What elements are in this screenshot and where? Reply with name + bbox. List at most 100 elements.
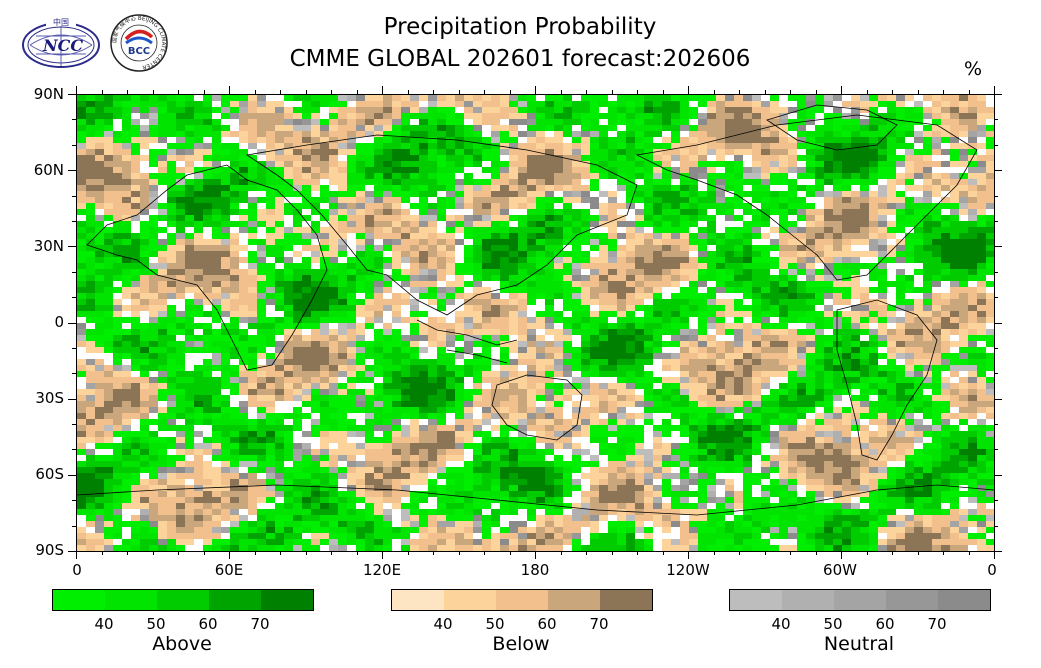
probability-cell [221,95,231,102]
probability-cell [410,125,420,132]
probability-cell [509,179,519,186]
probability-cell [815,323,825,330]
probability-cell [581,323,591,330]
probability-cell [869,245,879,252]
probability-cell [410,269,420,276]
probability-cell [815,221,825,228]
probability-cell [518,317,528,324]
probability-cell [428,329,438,336]
probability-cell [716,299,726,306]
probability-cell [914,101,924,108]
probability-cell [131,113,141,120]
probability-cell [473,107,483,114]
probability-cell [842,161,852,168]
probability-cell [896,311,906,318]
probability-cell [482,221,492,228]
probability-cell [248,113,258,120]
probability-cell [527,119,537,126]
probability-cell [419,149,429,156]
probability-cell [284,311,294,318]
probability-cell [356,335,366,342]
probability-cell [545,323,555,330]
probability-cell [860,257,870,264]
probability-cell [761,377,771,384]
probability-cell [671,245,681,252]
probability-cell [833,113,843,120]
probability-cell [419,203,429,210]
probability-cell [968,149,978,156]
probability-cell [536,125,546,132]
probability-cell [149,353,159,360]
probability-cell [770,209,780,216]
probability-cell [113,383,123,390]
probability-cell [284,221,294,228]
probability-cell [554,161,564,168]
probability-cell [986,95,994,102]
probability-cell [644,119,654,126]
probability-cell [500,125,510,132]
probability-cell [221,227,231,234]
probability-cell [590,347,600,354]
probability-cell [788,317,798,324]
probability-cell [527,323,537,330]
probability-cell [365,383,375,390]
probability-cell [347,113,357,120]
probability-cell [986,191,994,198]
probability-cell [329,239,339,246]
probability-cell [86,341,96,348]
probability-cell [689,167,699,174]
probability-cell [536,257,546,264]
probability-cell [752,209,762,216]
probability-cell [563,209,573,216]
probability-cell [860,335,870,342]
probability-cell [959,341,969,348]
probability-cell [563,167,573,174]
probability-cell [455,275,465,282]
probability-cell [671,161,681,168]
probability-cell [482,269,492,276]
probability-cell [500,107,510,114]
probability-cell [437,185,447,192]
probability-cell [716,101,726,108]
probability-cell [356,185,366,192]
probability-cell [257,377,267,384]
probability-cell [581,233,591,240]
probability-cell [77,245,87,252]
probability-cell [536,239,546,246]
probability-cell [383,101,393,108]
probability-cell [734,269,744,276]
probability-cell [140,299,150,306]
probability-cell [608,245,618,252]
probability-cell [131,353,141,360]
probability-cell [482,173,492,180]
probability-cell [869,287,879,294]
probability-cell [257,239,267,246]
probability-cell [446,257,456,264]
probability-cell [977,101,987,108]
probability-cell [194,281,204,288]
probability-cell [635,347,645,354]
probability-cell [752,245,762,252]
probability-cell [428,317,438,324]
probability-cell [536,341,546,348]
probability-cell [257,383,267,390]
probability-cell [176,197,186,204]
probability-cell [266,137,276,144]
probability-cell [185,131,195,138]
probability-cell [923,191,933,198]
probability-cell [104,305,114,312]
probability-cell [329,347,339,354]
probability-cell [581,221,591,228]
probability-cell [563,143,573,150]
probability-cell [239,197,249,204]
probability-cell [149,119,159,126]
probability-cell [347,275,357,282]
probability-cell [896,233,906,240]
probability-cell [464,113,474,120]
probability-cell [905,125,915,132]
probability-cell [221,191,231,198]
probability-cell [689,305,699,312]
probability-cell [617,113,627,120]
probability-cell [905,317,915,324]
probability-cell [455,359,465,366]
